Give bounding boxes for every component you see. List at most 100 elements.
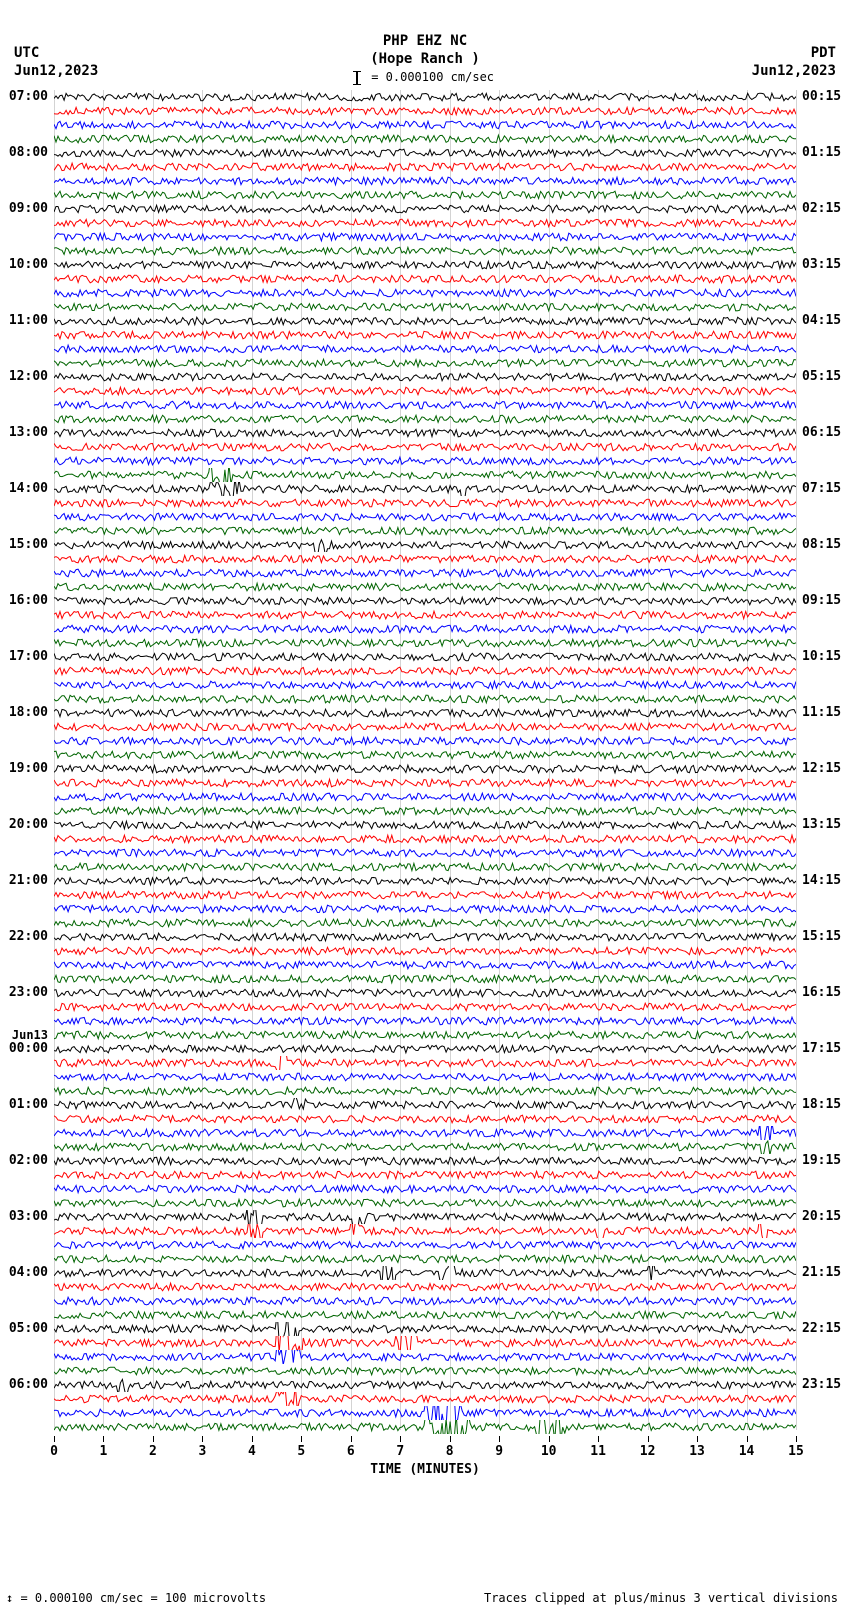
trace-row: [54, 1266, 796, 1280]
trace-row: [54, 468, 796, 482]
trace-row: [54, 188, 796, 202]
trace: [54, 356, 796, 370]
utc-time-label: 15:00: [9, 537, 48, 552]
trace-row: [54, 90, 796, 104]
trace-row: [54, 1238, 796, 1252]
trace: [54, 1056, 796, 1070]
trace-row: [54, 412, 796, 426]
trace-row: [54, 1392, 796, 1406]
trace: [54, 804, 796, 818]
trace-row: [54, 440, 796, 454]
x-tick-mark: [747, 1436, 748, 1442]
scale-indicator: = 0.000100 cm/sec: [0, 70, 850, 85]
pdt-time-label: 16:15: [802, 985, 841, 1000]
pdt-time-label: 18:15: [802, 1097, 841, 1112]
x-tick-label: 6: [347, 1444, 355, 1459]
trace-row: [54, 748, 796, 762]
trace-row: [54, 1252, 796, 1266]
trace-row: [54, 314, 796, 328]
trace-row: [54, 1406, 796, 1420]
x-tick-label: 15: [788, 1444, 804, 1459]
scale-text: = 0.000100 cm/sec: [371, 70, 494, 84]
pdt-time-label: 12:15: [802, 761, 841, 776]
trace-row: [54, 1098, 796, 1112]
trace-row: [54, 118, 796, 132]
trace-row: [54, 790, 796, 804]
trace: [54, 664, 796, 678]
trace: [54, 440, 796, 454]
x-tick-mark: [598, 1436, 599, 1442]
trace: [54, 524, 796, 538]
trace: [54, 860, 796, 874]
trace: [54, 944, 796, 958]
pdt-time-label: 13:15: [802, 817, 841, 832]
tz-left-tz: UTC: [14, 44, 98, 62]
trace: [54, 1210, 796, 1224]
x-tick-mark: [499, 1436, 500, 1442]
trace-row: [54, 888, 796, 902]
trace-row: [54, 244, 796, 258]
utc-time-label: 14:00: [9, 481, 48, 496]
x-tick-mark: [796, 1436, 797, 1442]
trace-row: [54, 1182, 796, 1196]
x-tick-label: 2: [149, 1444, 157, 1459]
trace-row: [54, 650, 796, 664]
trace: [54, 118, 796, 132]
trace: [54, 132, 796, 146]
trace-row: [54, 930, 796, 944]
trace: [54, 426, 796, 440]
trace-row: [54, 1168, 796, 1182]
trace-row: [54, 398, 796, 412]
trace-row: [54, 1420, 796, 1434]
trace: [54, 1070, 796, 1084]
trace: [54, 314, 796, 328]
trace-row: [54, 1378, 796, 1392]
trace-row: [54, 1336, 796, 1350]
trace-row: [54, 1000, 796, 1014]
trace: [54, 244, 796, 258]
x-tick-label: 3: [198, 1444, 206, 1459]
trace-row: [54, 622, 796, 636]
trace-row: [54, 832, 796, 846]
trace: [54, 258, 796, 272]
utc-time-label: 02:00: [9, 1153, 48, 1168]
trace: [54, 1308, 796, 1322]
utc-time-label: 08:00: [9, 145, 48, 160]
trace-row: [54, 104, 796, 118]
pdt-time-label: 20:15: [802, 1209, 841, 1224]
trace: [54, 202, 796, 216]
trace: [54, 216, 796, 230]
trace-row: [54, 566, 796, 580]
trace-row: [54, 1280, 796, 1294]
x-tick-label: 14: [739, 1444, 755, 1459]
trace: [54, 958, 796, 972]
trace: [54, 370, 796, 384]
header: PHP EHZ NC (Hope Ranch ): [0, 32, 850, 68]
trace: [54, 342, 796, 356]
utc-time-label: 12:00: [9, 369, 48, 384]
pdt-time-label: 10:15: [802, 649, 841, 664]
trace: [54, 888, 796, 902]
pdt-time-label: 14:15: [802, 873, 841, 888]
helicorder-plot: 07:0008:0009:0010:0011:0012:0013:0014:00…: [54, 90, 796, 1430]
trace: [54, 846, 796, 860]
trace-row: [54, 538, 796, 552]
trace-row: [54, 1350, 796, 1364]
station-code: PHP EHZ NC: [0, 32, 850, 50]
x-tick-mark: [450, 1436, 451, 1442]
x-tick-label: 5: [297, 1444, 305, 1459]
trace-row: [54, 482, 796, 496]
x-tick-mark: [648, 1436, 649, 1442]
trace-row: [54, 1042, 796, 1056]
trace-row: [54, 720, 796, 734]
trace-row: [54, 1364, 796, 1378]
trace: [54, 1350, 796, 1364]
pdt-time-label: 07:15: [802, 481, 841, 496]
trace: [54, 678, 796, 692]
trace-row: [54, 818, 796, 832]
trace-row: [54, 202, 796, 216]
trace: [54, 832, 796, 846]
trace: [54, 1140, 796, 1154]
pdt-time-label: 08:15: [802, 537, 841, 552]
trace-row: [54, 258, 796, 272]
